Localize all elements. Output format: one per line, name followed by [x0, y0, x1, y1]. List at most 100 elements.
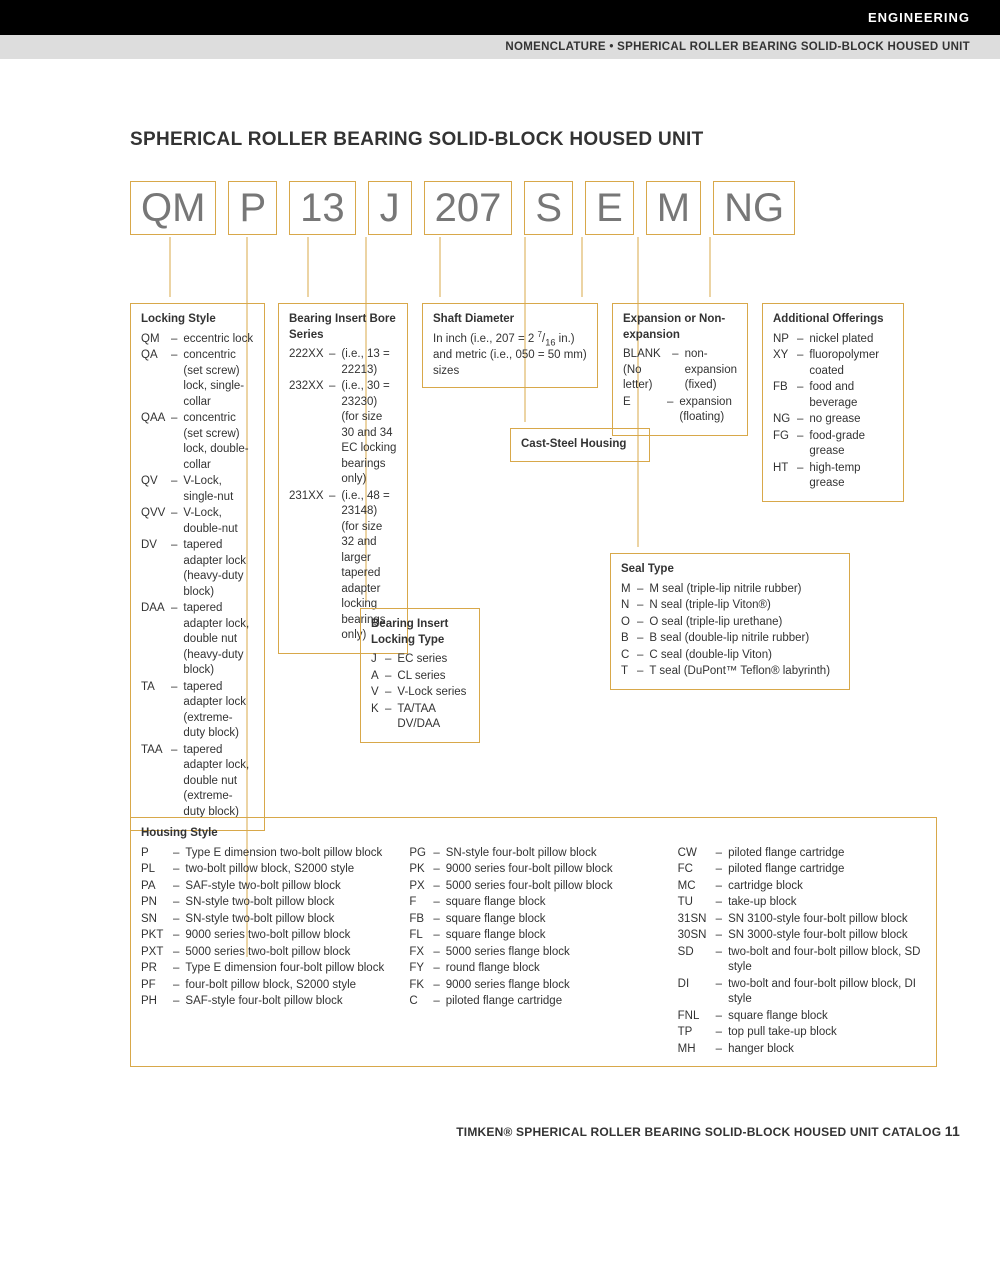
def-row: NP–nickel plated [773, 332, 893, 348]
locking-type-box: Bearing Insert Locking Type J–EC seriesA… [360, 608, 480, 743]
def-sep: – [637, 664, 649, 680]
def-code: PL [141, 862, 173, 878]
def-text: eccentric lock [183, 332, 254, 348]
additional-box: Additional Offerings NP–nickel platedXY–… [762, 303, 904, 502]
def-row: FX–5000 series flange block [409, 945, 657, 961]
def-text: piloted flange cartridge [728, 862, 926, 878]
def-text: (i.e., 13 = 22213) [341, 347, 397, 378]
locking-style-title: Locking Style [141, 312, 254, 328]
def-code: FG [773, 429, 797, 445]
def-text: 9000 series two-bolt pillow block [185, 928, 389, 944]
def-sep: – [637, 615, 649, 631]
def-sep: – [637, 631, 649, 647]
def-text: square flange block [446, 912, 658, 928]
def-text: square flange block [446, 895, 658, 911]
def-sep: – [433, 961, 445, 977]
def-row: BLANK (No letter)–non-expansion (fixed) [623, 347, 737, 394]
def-code: O [621, 615, 637, 631]
def-text: two-bolt and four-bolt pillow block, DI … [728, 977, 926, 1008]
def-text: nickel plated [809, 332, 893, 348]
def-text: food-grade grease [809, 429, 893, 460]
code-13: 13 [289, 181, 356, 235]
def-row: 222XX–(i.e., 13 = 22213) [289, 347, 397, 378]
def-sep: – [637, 598, 649, 614]
def-sep: – [173, 895, 185, 911]
def-sep: – [797, 461, 809, 477]
def-sep: – [433, 978, 445, 994]
def-row: TP–top pull take-up block [678, 1025, 926, 1041]
def-sep: – [173, 912, 185, 928]
def-code: A [371, 669, 385, 685]
def-row: TAA–tapered adapter lock, double nut (ex… [141, 743, 254, 821]
def-row: T–T seal (DuPont™ Teflon® labyrinth) [621, 664, 839, 680]
def-code: PXT [141, 945, 173, 961]
def-sep: – [329, 489, 341, 505]
def-code: FB [409, 912, 433, 928]
def-code: TA [141, 680, 171, 696]
def-code: QM [141, 332, 171, 348]
def-row: NG–no grease [773, 412, 893, 428]
def-text: tapered adapter lock (heavy-duty block) [183, 538, 254, 600]
def-text: 5000 series two-bolt pillow block [185, 945, 389, 961]
def-text: tapered adapter lock (extreme-duty block… [183, 680, 254, 742]
def-row: F–square flange block [409, 895, 657, 911]
def-sep: – [797, 332, 809, 348]
def-sep: – [716, 912, 728, 928]
expansion-title: Expansion or Non-expansion [623, 312, 737, 343]
def-code: FX [409, 945, 433, 961]
def-sep: – [171, 332, 183, 348]
def-row: FNL–square flange block [678, 1009, 926, 1025]
def-row: PF–four-bolt pillow block, S2000 style [141, 978, 389, 994]
def-text: O seal (triple-lip urethane) [649, 615, 839, 631]
cast-steel-title: Cast-Steel Housing [521, 437, 639, 453]
def-sep: – [173, 945, 185, 961]
def-text: SN-style two-bolt pillow block [185, 912, 389, 928]
def-row: B–B seal (double-lip nitrile rubber) [621, 631, 839, 647]
def-sep: – [171, 538, 183, 554]
def-code: FK [409, 978, 433, 994]
def-row: FB–food and beverage [773, 380, 893, 411]
def-sep: – [716, 1009, 728, 1025]
def-code: J [371, 652, 385, 668]
def-row: PK–9000 series four-bolt pillow block [409, 862, 657, 878]
def-row: QM–eccentric lock [141, 332, 254, 348]
def-row: MC–cartridge block [678, 879, 926, 895]
def-code: E [623, 395, 667, 411]
def-code: PH [141, 994, 173, 1010]
def-code: DAA [141, 601, 171, 617]
def-code: PR [141, 961, 173, 977]
def-row: C–C seal (double-lip Viton) [621, 648, 839, 664]
content: SPHERICAL ROLLER BEARING SOLID-BLOCK HOU… [0, 59, 1000, 1063]
def-sep: – [171, 411, 183, 427]
def-text: CL series [397, 669, 469, 685]
def-row: A–CL series [371, 669, 469, 685]
def-code: T [621, 664, 637, 680]
def-code: TAA [141, 743, 171, 759]
def-text: SN 3100-style four-bolt pillow block [728, 912, 926, 928]
bore-series-box: Bearing Insert Bore Series 222XX–(i.e., … [278, 303, 408, 654]
def-sep: – [173, 862, 185, 878]
def-row: FG–food-grade grease [773, 429, 893, 460]
def-sep: – [173, 978, 185, 994]
def-code: PX [409, 879, 433, 895]
def-row: 30SN–SN 3000-style four-bolt pillow bloc… [678, 928, 926, 944]
def-row: FB–square flange block [409, 912, 657, 928]
def-text: T seal (DuPont™ Teflon® labyrinth) [649, 664, 839, 680]
def-text: expansion (floating) [679, 395, 737, 426]
def-row: FC–piloted flange cartridge [678, 862, 926, 878]
def-row: PL–two-bolt pillow block, S2000 style [141, 862, 389, 878]
def-sep: – [433, 945, 445, 961]
def-sep: – [385, 685, 397, 701]
code-j: J [368, 181, 412, 235]
expansion-box: Expansion or Non-expansion BLANK (No let… [612, 303, 748, 436]
def-code: FB [773, 380, 797, 396]
def-sep: – [716, 895, 728, 911]
shaft-dia-text: In inch (i.e., 207 = 2 7/16 in.) and met… [433, 332, 587, 380]
def-code: 231XX [289, 489, 329, 505]
def-code: MH [678, 1042, 716, 1058]
seal-type-box: Seal Type M–M seal (triple-lip nitrile r… [610, 553, 850, 690]
def-sep: – [716, 846, 728, 862]
footer: TIMKEN® SPHERICAL ROLLER BEARING SOLID-B… [0, 1063, 1000, 1169]
def-text: take-up block [728, 895, 926, 911]
def-sep: – [171, 680, 183, 696]
